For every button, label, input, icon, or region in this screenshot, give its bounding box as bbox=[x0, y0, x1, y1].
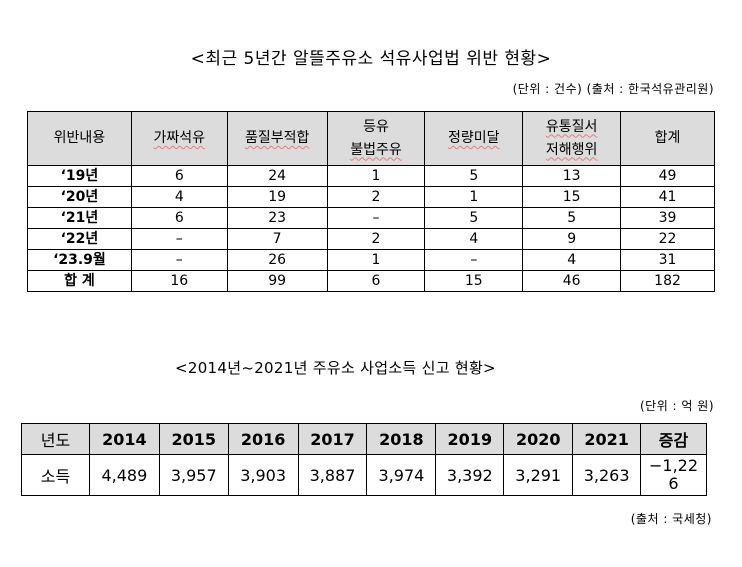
table-cell: 7 bbox=[226, 228, 328, 250]
table-cell: 3,903 bbox=[227, 454, 299, 496]
table-row: 소득 4,489 3,957 3,903 3,887 3,974 3,392 3… bbox=[21, 454, 707, 496]
table-cell: 182 bbox=[620, 270, 715, 292]
row-label: ‘22년 bbox=[27, 228, 132, 250]
header-short-measure: 정량미달 bbox=[424, 111, 524, 166]
income-table: 년도 2014 2015 2016 2017 2018 2019 2020 20… bbox=[21, 423, 707, 496]
table-header-row: 위반내용 가짜석유 품질부적합 등유 불법주유 정량미달 유통질서 저해행위 합… bbox=[27, 111, 715, 166]
row-label: ‘19년 bbox=[27, 165, 132, 187]
header-2021: 2021 bbox=[572, 423, 642, 455]
row-label: 합 계 bbox=[27, 270, 132, 292]
row-label: ‘21년 bbox=[27, 207, 132, 229]
table-cell: 5 bbox=[522, 207, 622, 229]
table-cell: – bbox=[130, 249, 228, 271]
table-cell: 4 bbox=[130, 186, 228, 208]
table-cell: 24 bbox=[226, 165, 328, 187]
table-cell: 3,263 bbox=[572, 454, 642, 496]
header-quality-nonconformity: 품질부적합 bbox=[226, 111, 328, 166]
header-2017: 2017 bbox=[297, 423, 368, 455]
header-total: 합계 bbox=[620, 111, 715, 166]
table-cell: 6 bbox=[130, 165, 228, 187]
table-cell: 16 bbox=[130, 270, 228, 292]
table-cell: 6 bbox=[130, 207, 228, 229]
table-header-row: 년도 2014 2015 2016 2017 2018 2019 2020 20… bbox=[21, 423, 707, 455]
header-2019: 2019 bbox=[435, 423, 505, 455]
header-2016: 2016 bbox=[227, 423, 299, 455]
table-cell: 26 bbox=[226, 249, 328, 271]
table-cell: 1 bbox=[326, 165, 426, 187]
table-row: ‘23.9월 – 26 1 – 4 31 bbox=[27, 249, 715, 271]
table-cell: 19 bbox=[226, 186, 328, 208]
table2-source: (출처 : 국세청) bbox=[630, 512, 712, 526]
header-change: 증감 bbox=[640, 423, 707, 455]
header-violation-type: 위반내용 bbox=[27, 111, 132, 166]
header-2014: 2014 bbox=[88, 423, 160, 455]
header-fake-petroleum: 가짜석유 bbox=[130, 111, 228, 166]
table-cell: 13 bbox=[522, 165, 622, 187]
table-cell: 5 bbox=[424, 207, 524, 229]
table-cell: 46 bbox=[522, 270, 622, 292]
violation-table: 위반내용 가짜석유 품질부적합 등유 불법주유 정량미달 유통질서 저해행위 합… bbox=[27, 111, 715, 292]
change-value-line2: 6 bbox=[668, 474, 679, 493]
table-cell: 1 bbox=[326, 249, 426, 271]
table-cell: 39 bbox=[620, 207, 715, 229]
table-cell: 6 bbox=[326, 270, 426, 292]
table-cell: 99 bbox=[226, 270, 328, 292]
table2-unit: (단위 : 억 원) bbox=[639, 399, 714, 413]
table-cell: 4,489 bbox=[88, 454, 160, 496]
table-total-row: 합 계 16 99 6 15 46 182 bbox=[27, 270, 715, 292]
table-cell: 23 bbox=[226, 207, 328, 229]
table-cell: 3,957 bbox=[158, 454, 229, 496]
header-2020: 2020 bbox=[503, 423, 574, 455]
table-cell: – bbox=[424, 249, 524, 271]
table-cell-change: −1,22 6 bbox=[640, 454, 707, 496]
table-cell: 4 bbox=[424, 228, 524, 250]
table-cell: 1 bbox=[424, 186, 524, 208]
change-value-line1: −1,22 bbox=[649, 456, 699, 475]
table-cell: 3,392 bbox=[435, 454, 505, 496]
header-distribution-order: 유통질서 저해행위 bbox=[522, 111, 622, 166]
table-cell: 31 bbox=[620, 249, 715, 271]
table-cell: 9 bbox=[522, 228, 622, 250]
table-cell: 5 bbox=[424, 165, 524, 187]
table-cell: 22 bbox=[620, 228, 715, 250]
table-cell: 3,974 bbox=[366, 454, 437, 496]
row-label: ‘20년 bbox=[27, 186, 132, 208]
table-cell: 2 bbox=[326, 228, 426, 250]
table-row: ‘20년 4 19 2 1 15 41 bbox=[27, 186, 715, 208]
row-label: 소득 bbox=[21, 454, 90, 496]
table-cell: 15 bbox=[424, 270, 524, 292]
table-cell: – bbox=[130, 228, 228, 250]
table-row: ‘19년 6 24 1 5 13 49 bbox=[27, 165, 715, 187]
header-2015: 2015 bbox=[158, 423, 229, 455]
header-kerosene-illegal-fueling: 등유 불법주유 bbox=[326, 111, 426, 166]
table1-source: (단위 : 건수) (출처 : 한국석유관리원) bbox=[512, 82, 714, 96]
row-label: ‘23.9월 bbox=[27, 249, 132, 271]
table-cell: 49 bbox=[620, 165, 715, 187]
table-cell: – bbox=[326, 207, 426, 229]
header-2018: 2018 bbox=[366, 423, 437, 455]
table-cell: 15 bbox=[522, 186, 622, 208]
header-year: 년도 bbox=[21, 423, 90, 455]
table-cell: 41 bbox=[620, 186, 715, 208]
table-row: ‘22년 – 7 2 4 9 22 bbox=[27, 228, 715, 250]
table1-title: <최근 5년간 알뜰주유소 석유사업법 위반 현황> bbox=[190, 49, 552, 69]
table-cell: 3,291 bbox=[503, 454, 574, 496]
table-cell: 4 bbox=[522, 249, 622, 271]
table-cell: 3,887 bbox=[297, 454, 368, 496]
table2-title: <2014년~2021년 주유소 사업소득 신고 현황> bbox=[175, 359, 496, 377]
table-cell: 2 bbox=[326, 186, 426, 208]
table-row: ‘21년 6 23 – 5 5 39 bbox=[27, 207, 715, 229]
